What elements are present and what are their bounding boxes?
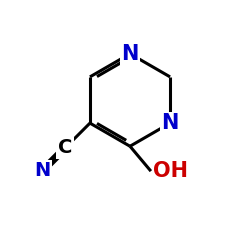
- Text: OH: OH: [154, 161, 188, 181]
- Text: C: C: [58, 138, 72, 157]
- Text: N: N: [121, 44, 139, 64]
- Text: N: N: [34, 161, 50, 180]
- Text: N: N: [161, 113, 179, 133]
